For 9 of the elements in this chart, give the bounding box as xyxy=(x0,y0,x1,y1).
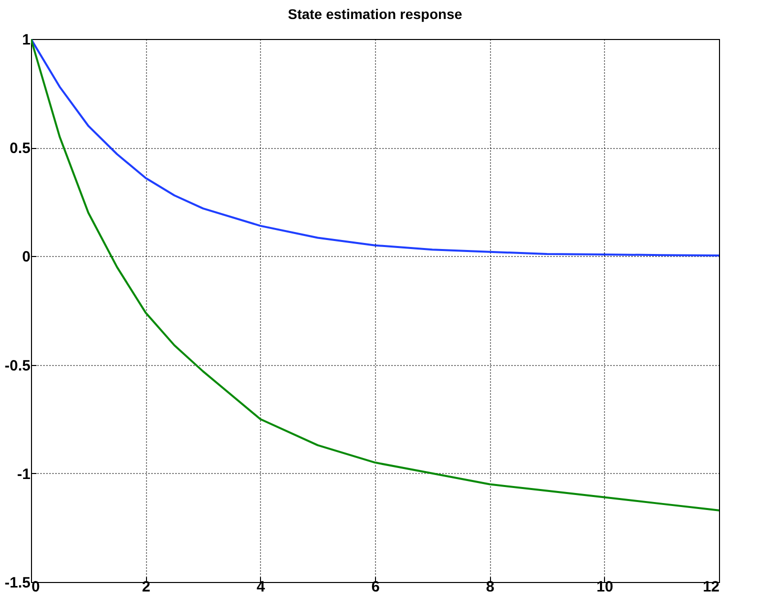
line-series xyxy=(31,39,719,512)
y-tick-label: 0 xyxy=(22,248,30,266)
y-tick-label: -0.5 xyxy=(4,357,30,374)
y-tick-label: 1 xyxy=(22,32,30,48)
y-tick-label: -1 xyxy=(17,466,30,483)
y-tick-label: -1.5 xyxy=(4,574,30,592)
y-tick-label: 0.5 xyxy=(10,140,30,158)
line-series xyxy=(31,39,719,257)
chart-title: State estimation response xyxy=(288,6,462,22)
